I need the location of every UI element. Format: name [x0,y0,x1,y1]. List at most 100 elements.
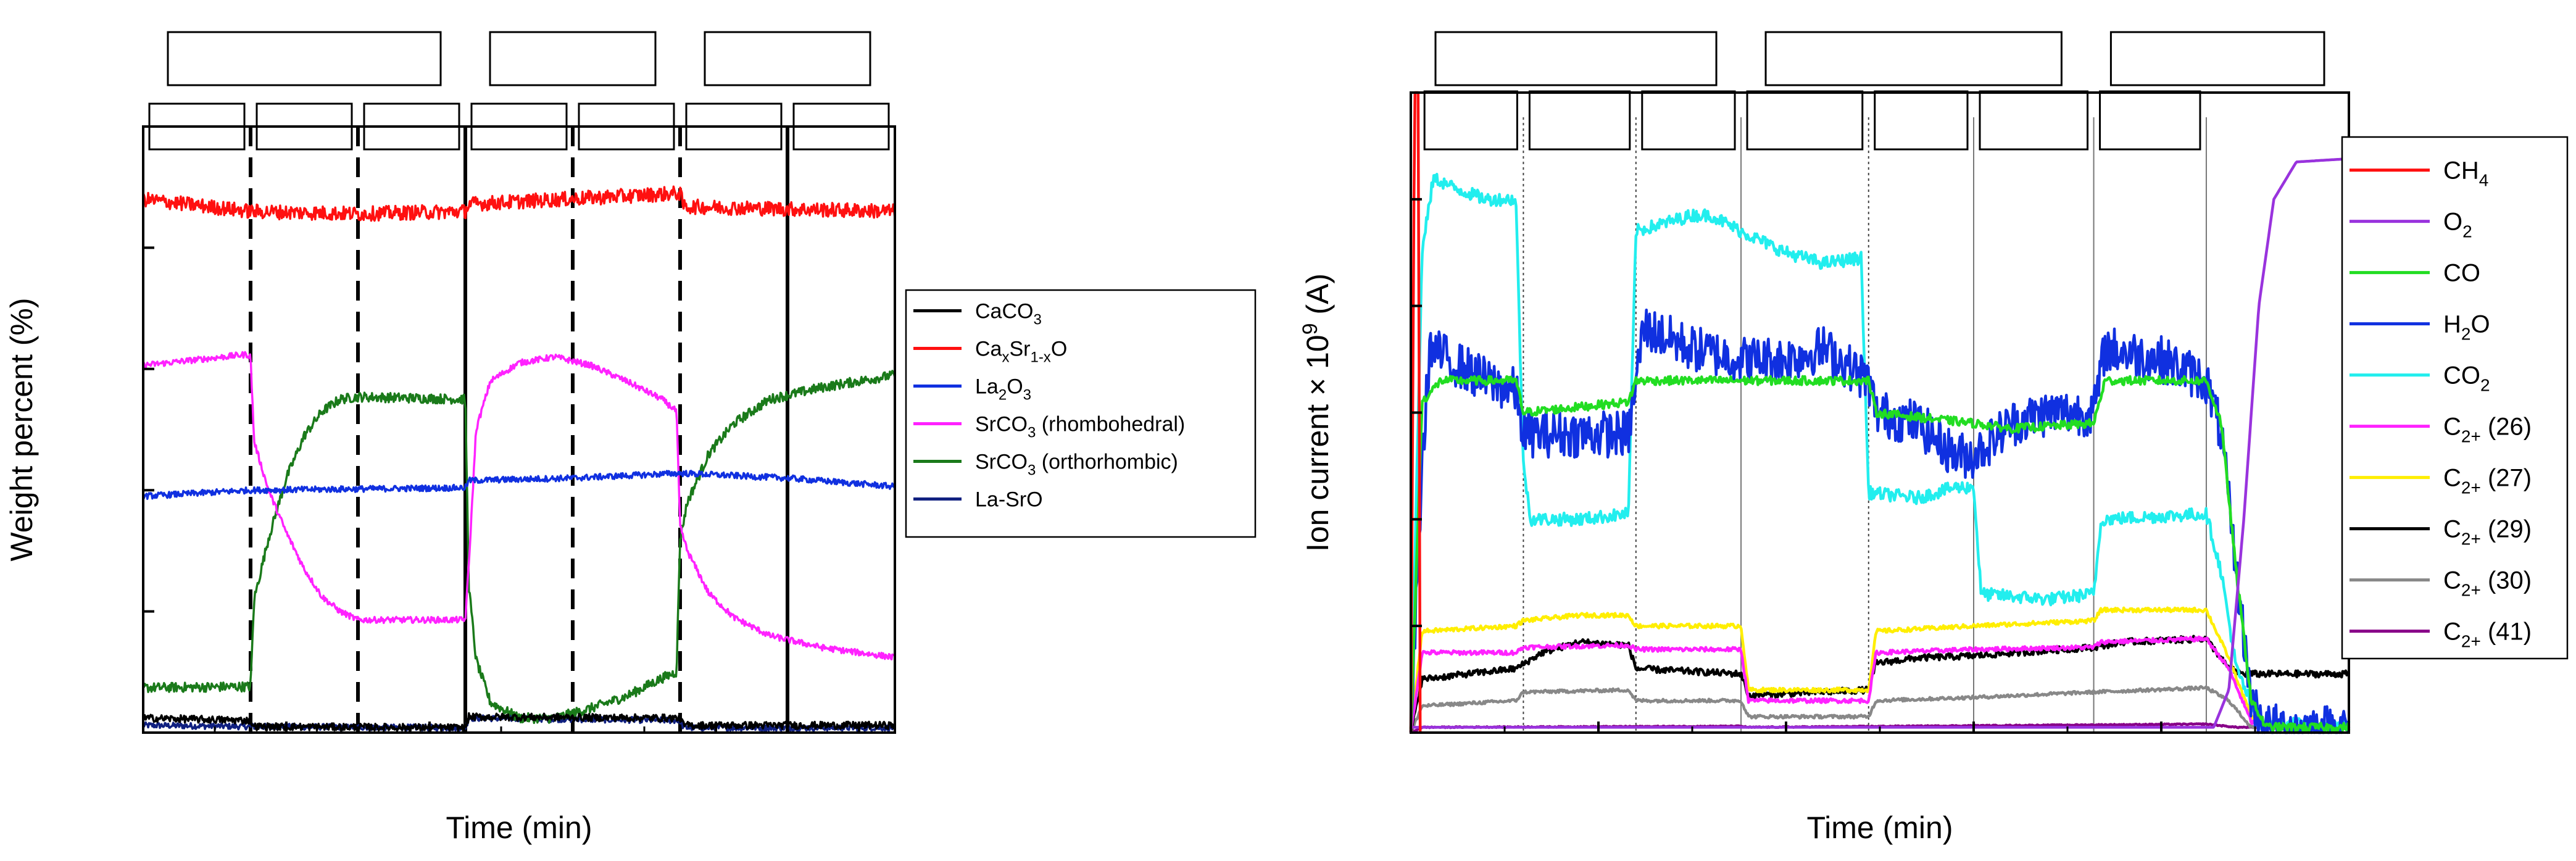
legend-label-part: C [2443,618,2461,646]
legend-label-part: O [1051,337,1067,360]
left-series [142,185,896,733]
legend-label-part: 3 [1023,386,1031,403]
legend-label: CH4 [2443,157,2488,190]
legend-label-part: 2+ [2461,632,2481,651]
legend-box [905,289,1257,538]
series-line-co2 [1409,172,2351,733]
ghsv-box [489,31,657,86]
right-series [1409,91,2351,734]
ratio-box [1979,90,2089,151]
legend-label: C2+ (29) [2443,516,2532,549]
left-ticks [142,125,860,734]
left-x-axis-label: Time (min) [446,810,592,845]
legend-label-part: 2+ [2461,427,2481,446]
series-line-caco3 [143,712,896,733]
legend-label-part: (26) [2481,414,2532,441]
legend-label-part: 3 [1033,311,1041,328]
left-chart: Time (min) Weight percent (%) CaCO3CaxSr… [4,31,1257,845]
right-header-boxes [1423,31,2325,151]
ghsv-box [167,31,442,86]
series-line-caxsr1-xo [142,185,896,222]
ratio-box [1874,90,1969,151]
legend-label: C2+ (26) [2443,414,2532,446]
legend-label-part: O [2470,311,2490,338]
legend-label-part: 2 [999,386,1007,403]
legend-label-part: (29) [2481,516,2532,543]
legend-label: CaxSr1-xO [975,337,1067,365]
legend-label: CO2 [2443,362,2490,395]
legend-label-part: 2+ [2461,581,2481,600]
legend-label: SrCO3 (orthorhombic) [975,450,1178,478]
ghsv-box [2109,31,2325,86]
ghsv-box [704,31,871,86]
legend-label-part: (41) [2481,618,2532,646]
ratio-box [1423,90,1518,151]
legend-label-part: (27) [2481,465,2532,492]
legend-label: CaCO3 [975,299,1042,328]
ratio-box [1746,90,1864,151]
series-line-srco3-orthorhombic- [142,370,896,725]
legend-label-part: 1-x [1030,349,1050,365]
legend-label-part: CH [2443,157,2479,185]
legend-label-part: CO [2443,362,2480,389]
legend-label: O2 [2443,209,2472,241]
legend-label-part: C [2443,465,2461,492]
legend-box [2341,136,2569,660]
legend-label-part: 2+ [2461,530,2481,549]
series-line-c2-26- [1409,635,2350,731]
legend-label-part: C [2443,567,2461,594]
ratio-box [1641,90,1736,151]
legend-label-part: 2+ [2461,478,2481,497]
legend-label-part: C [2443,414,2461,441]
legend-label: C2+ (41) [2443,618,2532,651]
series-line-c2-30- [1409,684,2350,733]
legend-label-part: (30) [2481,567,2532,594]
legend-label-part: La [975,375,999,398]
legend-label: CO [2443,260,2480,287]
right-y-label-main: Ion current × 10 [1300,335,1335,552]
right-chart: Time (min) Ion current × 109 (A) CH4O2CO… [1298,31,2569,845]
right-ticks [1410,91,2350,733]
legend-label-part: Ca [975,337,1002,360]
legend-label: C2+ (27) [2443,465,2532,497]
legend-label-part: (rhombohedral) [1036,412,1185,436]
legend-label-part: CaCO [975,299,1033,323]
right-x-axis-label: Time (min) [1806,810,1953,845]
legend-label-part: 4 [2479,171,2489,190]
right-y-axis-label: Ion current × 109 (A) [1298,273,1335,552]
ghsv-box [1434,31,1718,86]
legend-label: H2O [2443,311,2490,344]
legend-label-part: 2 [2461,325,2471,344]
ratio-box [1528,90,1631,151]
legend-label-part: CO [2443,260,2480,287]
legend-label: C2+ (30) [2443,567,2532,600]
legend-label-part: La-SrO [975,488,1043,511]
left-y-axis-label: Weight percent (%) [4,297,39,561]
legend-label: La2O3 [975,375,1031,403]
series-line-co [1409,375,2351,733]
left-header-boxes [148,31,890,151]
legend-label-part: O [1007,375,1023,398]
legend-label-part: SrCO [975,450,1028,473]
legend-label: La-SrO [975,488,1043,511]
series-line-srco3-rhombohedral- [143,351,895,661]
left-plot-frame [142,125,896,734]
ratio-box [2099,90,2201,151]
legend-label-part: H [2443,311,2461,338]
legend-label-part: C [2443,516,2461,543]
legend-label-part: 2 [2480,376,2490,395]
series-line-c2-27- [1409,606,2350,732]
legend-label-part: (orthorhombic) [1036,450,1178,473]
legend-label-part: Sr [1009,337,1030,360]
legend-label-part: 3 [1028,424,1036,441]
legend-label-part: SrCO [975,412,1028,436]
series-line-la2o3 [142,470,896,501]
ghsv-box [1764,31,2063,86]
legend-label-part: x [1002,349,1009,365]
legend-label-part: 3 [1028,462,1036,478]
right-y-label-sup: 9 [1298,323,1322,335]
legend-label-part: O [2443,209,2462,236]
legend-label: SrCO3 (rhombohedral) [975,412,1185,441]
